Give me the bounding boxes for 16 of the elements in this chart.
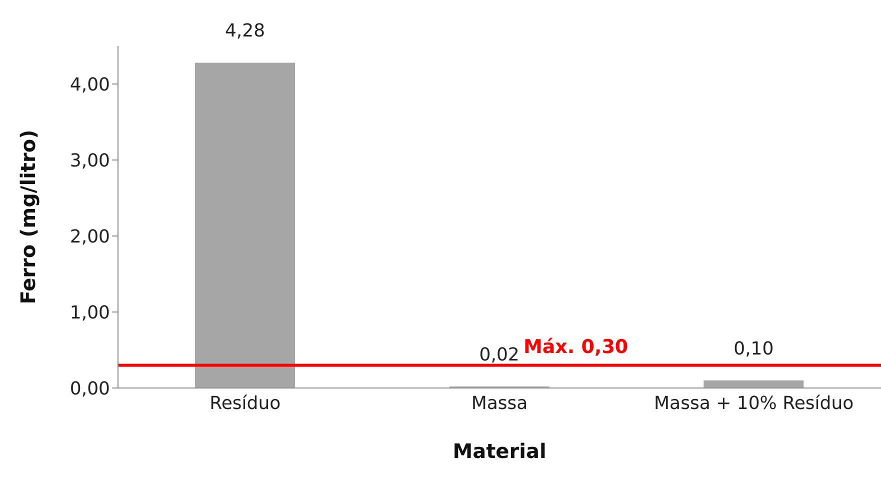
y-axis-title: Ferro (mg/litro) [16, 130, 40, 304]
ref-line-label: Máx. 0,30 [523, 336, 628, 358]
x-tick-label: Massa [471, 392, 528, 414]
y-tick-label: 3,00 [70, 150, 110, 172]
y-tick-label: 2,00 [70, 226, 110, 248]
data-label: 0,10 [734, 338, 774, 360]
y-tick-label: 1,00 [70, 302, 110, 324]
data-label: 4,28 [224, 20, 266, 42]
y-tick-label: 4,00 [70, 74, 110, 96]
x-axis-title: Material [452, 439, 546, 463]
y-tick-label: 0,00 [70, 378, 110, 400]
bar [195, 62, 295, 388]
data-label: 0,02 [479, 344, 520, 366]
x-tick-label: Massa + 10% Resíduo [654, 392, 854, 414]
x-tick-label: Resíduo [210, 392, 281, 414]
bar [704, 380, 804, 388]
